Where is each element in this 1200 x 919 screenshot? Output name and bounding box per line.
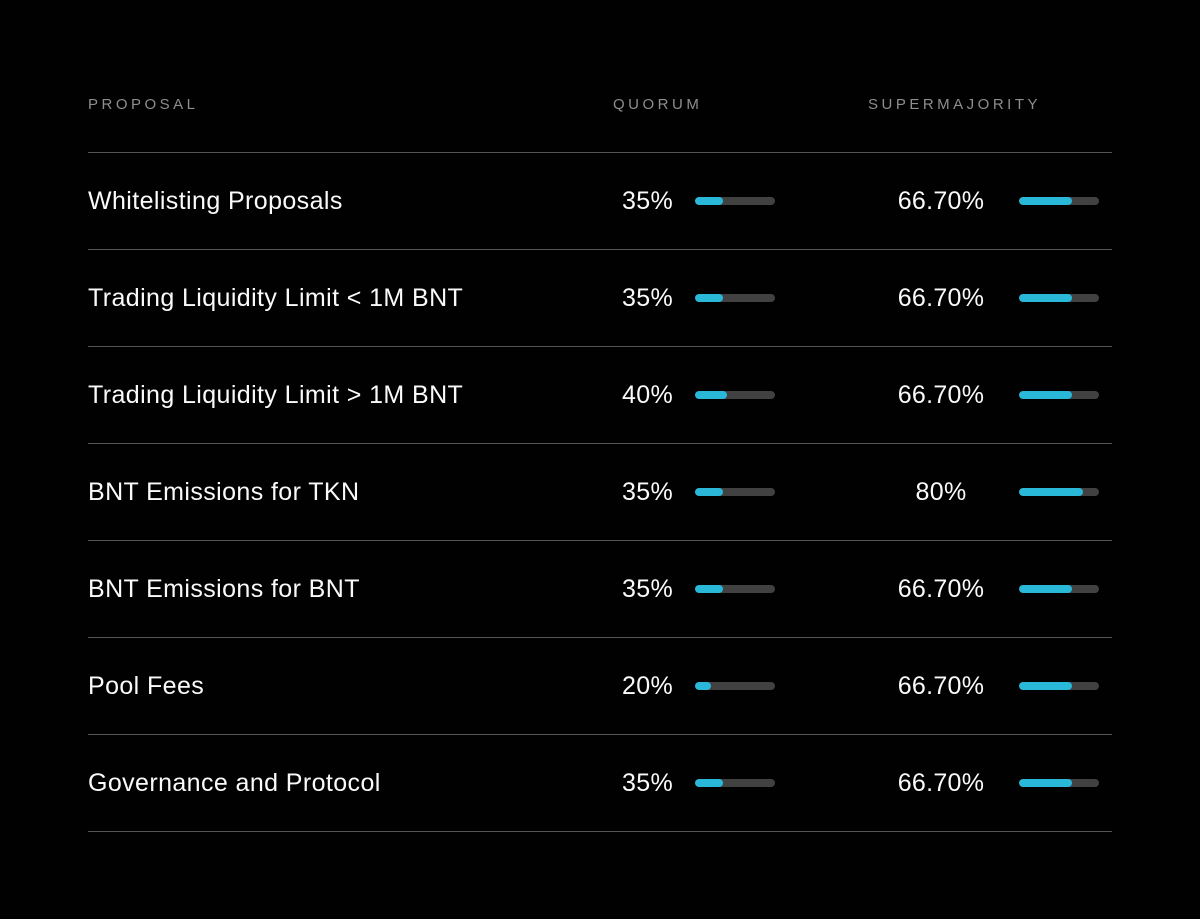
proposal-name: Trading Liquidity Limit > 1M BNT [88,380,464,409]
quorum-progress-fill [695,779,723,787]
supermajority-value: 80% [915,477,967,506]
quorum-progress-fill [695,294,723,302]
table-row: Trading Liquidity Limit < 1M BNT 35% 66.… [88,250,1112,347]
supermajority-progress-fill [1019,197,1073,205]
quorum-progress-bar [695,391,775,399]
proposal-name: Pool Fees [88,671,205,700]
supermajority-value: 66.70% [897,768,985,797]
supermajority-progress-bar [1019,779,1099,787]
quorum-progress-bar [695,682,775,690]
supermajority-progress-fill [1019,585,1073,593]
quorum-progress-track [695,391,775,399]
supermajority-progress-bar [1019,294,1099,302]
table-row: Governance and Protocol 35% 66.70% [88,735,1112,832]
quorum-value: 35% [622,768,673,797]
supermajority-progress-track [1019,779,1099,787]
quorum-progress-fill [695,488,723,496]
supermajority-value: 66.70% [897,186,985,215]
supermajority-value: 66.70% [897,574,985,603]
supermajority-progress-track [1019,585,1099,593]
supermajority-progress-bar [1019,197,1099,205]
column-header-proposal: PROPOSAL [88,96,199,113]
table-header-row: PROPOSAL QUORUM SUPERMAJORITY [88,0,1112,153]
supermajority-progress-fill [1019,779,1073,787]
proposal-name: BNT Emissions for TKN [88,477,360,506]
column-header-supermajority: SUPERMAJORITY [868,96,1042,113]
quorum-progress-track [695,294,775,302]
quorum-progress-fill [695,197,723,205]
supermajority-progress-bar [1019,391,1099,399]
supermajority-progress-track [1019,488,1099,496]
quorum-progress-bar [695,585,775,593]
table-body: Whitelisting Proposals 35% 66.70% Tradin… [88,153,1112,832]
quorum-progress-track [695,585,775,593]
proposal-name: BNT Emissions for BNT [88,574,360,603]
proposal-name: Governance and Protocol [88,768,381,797]
supermajority-progress-fill [1019,682,1073,690]
quorum-value: 35% [622,477,673,506]
quorum-value: 40% [622,380,673,409]
proposal-name: Trading Liquidity Limit < 1M BNT [88,283,464,312]
supermajority-progress-track [1019,391,1099,399]
supermajority-progress-fill [1019,294,1073,302]
quorum-value: 35% [622,574,673,603]
quorum-value: 35% [622,283,673,312]
supermajority-progress-track [1019,682,1099,690]
supermajority-progress-bar [1019,488,1099,496]
quorum-progress-track [695,488,775,496]
quorum-progress-track [695,197,775,205]
quorum-progress-track [695,779,775,787]
supermajority-progress-bar [1019,682,1099,690]
table-row: Whitelisting Proposals 35% 66.70% [88,153,1112,250]
table-row: BNT Emissions for TKN 35% 80% [88,444,1112,541]
quorum-value: 35% [622,186,673,215]
quorum-progress-bar [695,488,775,496]
quorum-progress-track [695,682,775,690]
supermajority-value: 66.70% [897,283,985,312]
supermajority-progress-fill [1019,391,1073,399]
table-row: Trading Liquidity Limit > 1M BNT 40% 66.… [88,347,1112,444]
supermajority-value: 66.70% [897,380,985,409]
quorum-progress-fill [695,682,711,690]
quorum-progress-bar [695,197,775,205]
supermajority-progress-track [1019,294,1099,302]
table-row: Pool Fees 20% 66.70% [88,638,1112,735]
quorum-progress-fill [695,391,727,399]
governance-parameters-table: PROPOSAL QUORUM SUPERMAJORITY Whitelisti… [88,0,1112,832]
supermajority-value: 66.70% [897,671,985,700]
table-row: BNT Emissions for BNT 35% 66.70% [88,541,1112,638]
supermajority-progress-bar [1019,585,1099,593]
quorum-progress-fill [695,585,723,593]
proposal-name: Whitelisting Proposals [88,186,343,215]
quorum-value: 20% [622,671,673,700]
column-header-quorum: QUORUM [613,96,703,113]
quorum-progress-bar [695,779,775,787]
supermajority-progress-track [1019,197,1099,205]
quorum-progress-bar [695,294,775,302]
supermajority-progress-fill [1019,488,1083,496]
